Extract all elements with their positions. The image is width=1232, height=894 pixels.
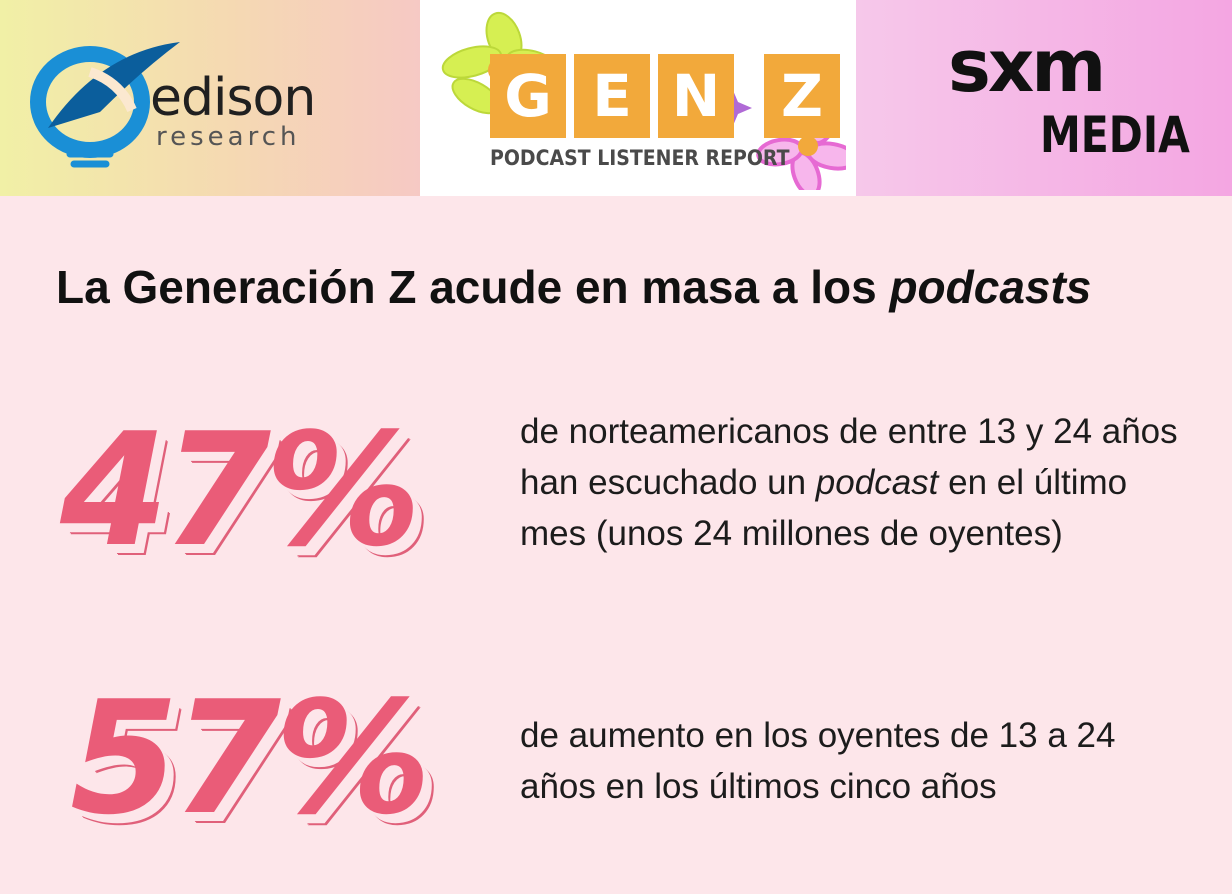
logo-header: edison research G E N Z PODCAST LIS xyxy=(0,0,1232,196)
sxm-media-subtitle: MEDIA xyxy=(1040,106,1190,164)
stat-text-after: en el último mes (unos 24 millones de oy… xyxy=(520,463,1128,553)
sxm-media-logo-panel: sxm MEDIA xyxy=(856,0,1232,196)
stat-text-before: de norteamericanos de entre 13 y 24 años… xyxy=(520,412,1178,502)
genz-letter-e: E xyxy=(574,54,650,138)
edison-wordmark: edison xyxy=(150,68,316,128)
stat-value-47: 47% xyxy=(60,399,421,581)
genz-letter-n: N xyxy=(658,54,734,138)
genz-subtitle: PODCAST LISTENER REPORT xyxy=(490,146,790,170)
page-title: La Generación Z acude en masa a los podc… xyxy=(56,262,1091,313)
genz-letter-g: G xyxy=(490,54,566,138)
stat-text-italic: podcast xyxy=(815,463,939,502)
genz-letter-z: Z xyxy=(764,54,840,138)
title-italic: podcasts xyxy=(889,261,1092,313)
title-main: La Generación Z acude en masa a los xyxy=(56,261,890,313)
genz-report-logo-panel: G E N Z PODCAST LISTENER REPORT xyxy=(420,0,856,196)
sxm-wordmark: sxm xyxy=(948,24,1106,108)
stat-description-57: de aumento en los oyentes de 13 a 24 año… xyxy=(520,716,1116,806)
edison-subtitle: research xyxy=(156,122,301,152)
edison-lightbulb-icon xyxy=(30,42,180,168)
edison-research-logo-panel: edison research xyxy=(0,0,420,196)
stat-description-47: de norteamericanos de entre 13 y 24 años… xyxy=(520,406,1180,559)
stat-value-57: 57% xyxy=(70,667,431,849)
